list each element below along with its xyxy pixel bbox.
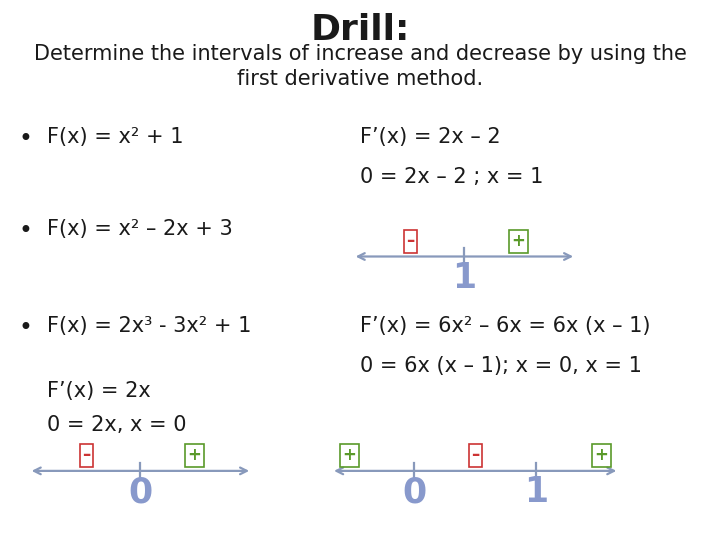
Text: 0 = 2x – 2 ; x = 1: 0 = 2x – 2 ; x = 1	[360, 167, 544, 187]
Text: 0: 0	[128, 475, 153, 509]
Text: +: +	[594, 447, 608, 464]
Text: F(x) = 2x³ - 3x² + 1: F(x) = 2x³ - 3x² + 1	[47, 316, 251, 336]
Text: Drill:: Drill:	[310, 14, 410, 48]
Text: F’(x) = 2x – 2: F’(x) = 2x – 2	[360, 127, 500, 147]
Text: F’(x) = 2x: F’(x) = 2x	[47, 381, 150, 401]
Text: –: –	[82, 447, 91, 464]
Text: 0 = 2x, x = 0: 0 = 2x, x = 0	[47, 415, 186, 435]
Text: first derivative method.: first derivative method.	[237, 69, 483, 89]
Text: F(x) = x² – 2x + 3: F(x) = x² – 2x + 3	[47, 219, 233, 239]
Text: 1: 1	[452, 261, 477, 295]
Text: +: +	[342, 447, 356, 464]
Text: 0: 0	[402, 475, 426, 509]
Text: –: –	[406, 232, 415, 250]
Text: F(x) = x² + 1: F(x) = x² + 1	[47, 127, 184, 147]
Text: –: –	[471, 447, 480, 464]
Text: Determine the intervals of increase and decrease by using the: Determine the intervals of increase and …	[34, 44, 686, 64]
Text: •: •	[18, 316, 32, 340]
Text: +: +	[511, 232, 526, 250]
Text: •: •	[18, 127, 32, 151]
Text: 0 = 6x (x – 1); x = 0, x = 1: 0 = 6x (x – 1); x = 0, x = 1	[360, 356, 642, 376]
Text: •: •	[18, 219, 32, 242]
Text: F’(x) = 6x² – 6x = 6x (x – 1): F’(x) = 6x² – 6x = 6x (x – 1)	[360, 316, 650, 336]
Text: +: +	[187, 447, 202, 464]
Text: 1: 1	[524, 475, 549, 509]
